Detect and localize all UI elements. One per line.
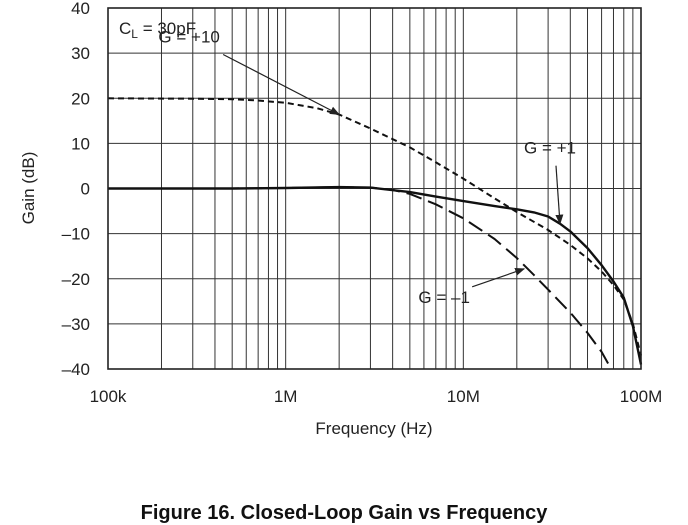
- y-tick-label: 10: [71, 134, 90, 153]
- series-annotations: G = +10 G = +1 G = –1: [158, 27, 576, 306]
- x-tick-label: 10M: [447, 387, 480, 406]
- figure-caption: Figure 16. Closed-Loop Gain vs Frequency: [140, 502, 548, 524]
- gain-vs-frequency-chart: 40 30 20 10 0 –10 –20 –30 –40 100k 1M 10M 100M G = …: [19, 0, 663, 438]
- x-tick-label: 100k: [90, 387, 127, 406]
- y-axis-tick-labels: 40 30 20 10 0 –10 –20 –30 –40: [62, 0, 90, 379]
- y-tick-label: 0: [81, 180, 90, 199]
- annotation-label: G = +1: [524, 139, 576, 158]
- x-axis-title: Frequency (Hz): [315, 419, 432, 438]
- y-tick-label: –10: [62, 225, 90, 244]
- y-tick-label: 20: [71, 89, 90, 108]
- plot-frame: [107, 7, 642, 370]
- annotation-label: G = –1: [418, 288, 470, 307]
- x-axis-tick-labels: 100k 1M 10M 100M: [90, 387, 663, 406]
- x-tick-label: 100M: [620, 387, 663, 406]
- annotation-arrow: [555, 165, 564, 225]
- series-g-1-line: [108, 186, 613, 370]
- data-series: [107, 97, 643, 370]
- y-axis-title: Gain (dB): [19, 152, 38, 225]
- y-tick-label: –20: [62, 270, 90, 289]
- x-tick-label: 1M: [274, 387, 298, 406]
- annotation-label: G = +10: [158, 27, 219, 46]
- annotation-arrow: [222, 53, 341, 116]
- condition-label: CL = 30pF: [119, 19, 196, 41]
- y-tick-label: –30: [62, 315, 90, 334]
- series-g-10-line: [107, 97, 642, 356]
- y-tick-label: 40: [71, 0, 90, 18]
- y-tick-label: 30: [71, 44, 90, 63]
- annotation-arrow: [471, 267, 526, 288]
- y-tick-label: –40: [62, 360, 90, 379]
